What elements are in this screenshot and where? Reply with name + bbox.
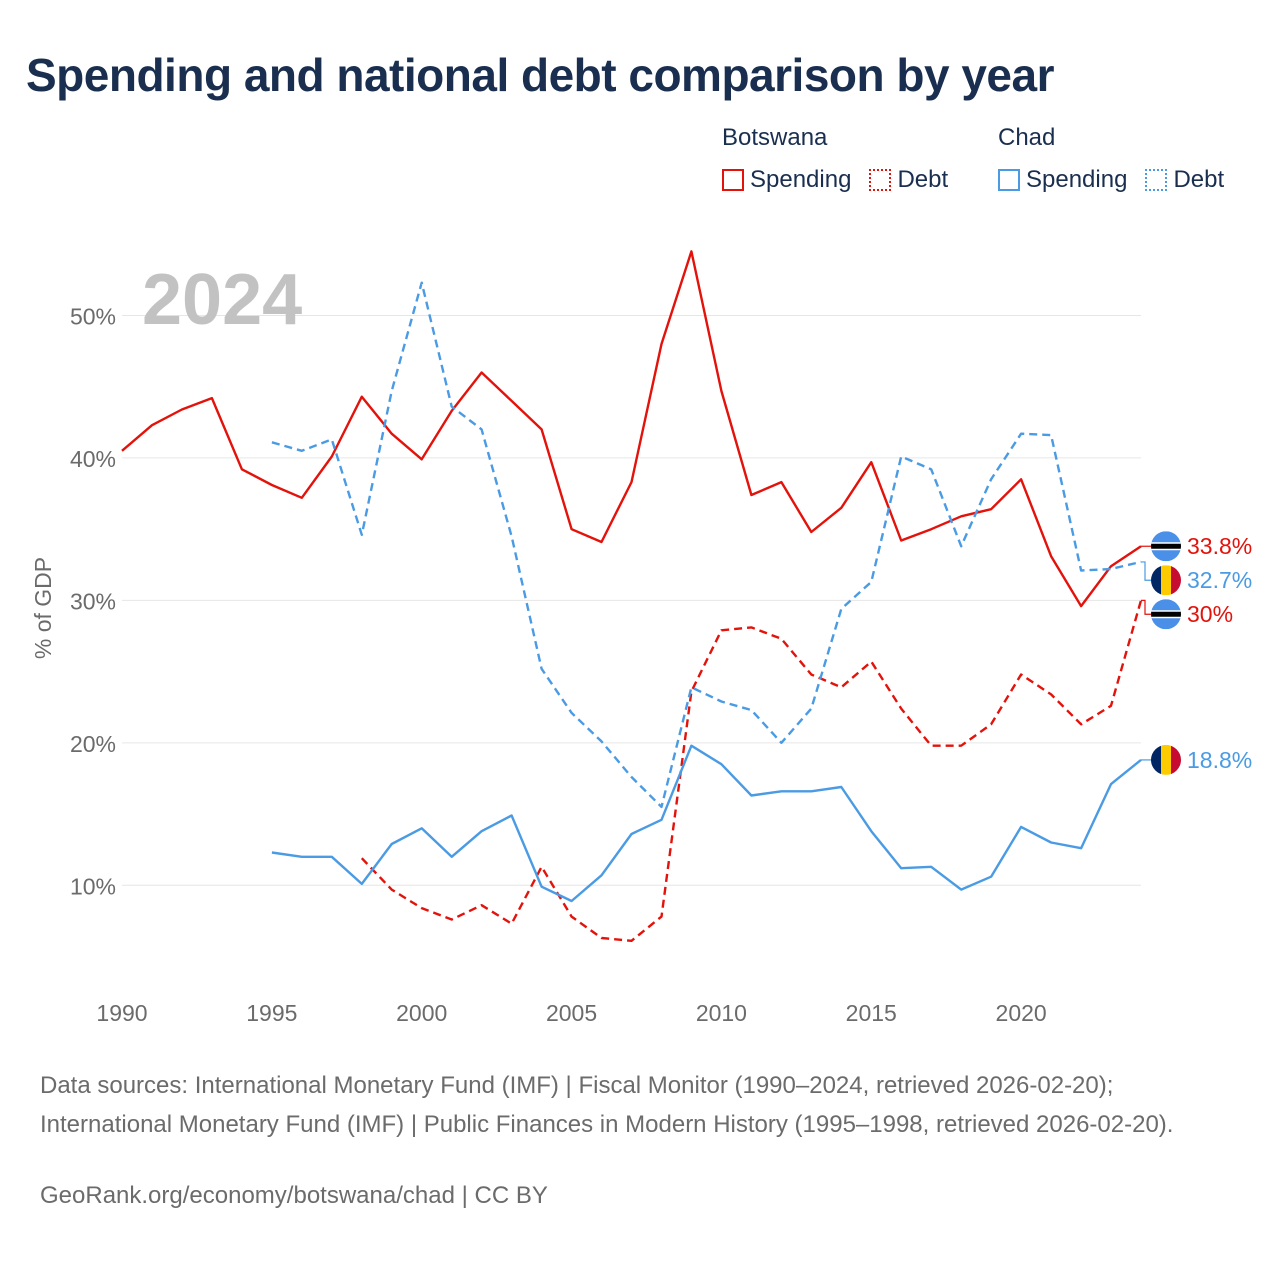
flag-stripe-yellow xyxy=(1161,565,1171,596)
botswana-flag-icon xyxy=(1151,599,1181,630)
y-tick-label: 40% xyxy=(70,446,116,472)
x-tick-label: 2020 xyxy=(996,1000,1047,1026)
y-tick-label: 10% xyxy=(70,873,116,899)
series-line-chad-debt xyxy=(271,281,1142,809)
flag-fill xyxy=(1151,599,1181,630)
legend-swatch-solid-red xyxy=(722,169,744,191)
botswana-flag-icon xyxy=(1151,531,1181,562)
chad-flag-icon xyxy=(1151,744,1181,775)
flag-stripe-red xyxy=(1171,565,1181,596)
line-chart: 2024 10% 20% 30% 40% 50% 1990 1995 2000 2005 2010… xyxy=(30,250,1252,1026)
flag-stripe-blue xyxy=(1151,565,1161,596)
legend-item-chad-debt[interactable]: Debt xyxy=(1145,166,1224,194)
end-value-label-botswana-debt: 30% xyxy=(1187,601,1233,627)
flag-stripe-blue xyxy=(1151,744,1161,775)
legend-swatch-dotted-red xyxy=(869,169,892,191)
source-note: Data sources: International Monetary Fun… xyxy=(40,1072,1174,1138)
legend-label: Debt xyxy=(1173,166,1225,193)
axis-layer: 10% 20% 30% 40% 50% 1990 1995 2000 2005 2010 2015 2… xyxy=(30,303,1047,1026)
end-label-layer: 33.8% 32.7% 30% 18.8% xyxy=(1141,531,1252,775)
connector-botswana-debt xyxy=(1141,599,1151,615)
flag-band-black xyxy=(1151,543,1181,549)
legend-label: Debt xyxy=(897,166,949,193)
connector-chad-debt xyxy=(1141,561,1151,581)
x-tick-label: 1995 xyxy=(246,1000,297,1026)
year-watermark: 2024 xyxy=(142,260,302,340)
credit-note: GeoRank.org/economy/botswana/chad | CC B… xyxy=(40,1182,548,1209)
flag-fill xyxy=(1151,565,1181,596)
legend-swatch-dotted-blue xyxy=(1145,169,1168,191)
flag-fill xyxy=(1151,744,1181,775)
legend-country-label: Chad xyxy=(998,124,1056,151)
legend-group-botswana: Botswana Spending Debt xyxy=(722,124,966,194)
legend-label: Spending xyxy=(750,166,852,193)
y-tick-label: 50% xyxy=(70,303,116,329)
legend-group-chad: Chad Spending Debt xyxy=(998,124,1224,194)
y-tick-label: 20% xyxy=(70,731,116,757)
series-layer xyxy=(121,250,1143,942)
series-line-chad-spending xyxy=(271,744,1142,903)
y-tick-label: 30% xyxy=(70,588,116,614)
legend-item-chad-spending[interactable]: Spending xyxy=(998,166,1127,194)
legend-swatch-solid-blue xyxy=(998,169,1020,191)
x-tick-label: 1990 xyxy=(96,1000,147,1026)
x-tick-label: 2015 xyxy=(846,1000,897,1026)
x-tick-label: 2005 xyxy=(546,1000,597,1026)
grid-layer xyxy=(122,314,1141,886)
legend-item-botswana-debt[interactable]: Debt xyxy=(869,166,948,194)
x-tick-label: 2010 xyxy=(696,1000,747,1026)
flag-stripe-yellow xyxy=(1161,744,1171,775)
chart-title: Spending and national debt comparison by… xyxy=(26,49,1055,101)
flag-band-black xyxy=(1151,611,1181,617)
y-axis-label: % of GDP xyxy=(30,557,56,659)
legend-country-label: Botswana xyxy=(722,124,828,151)
series-line-botswana-debt xyxy=(360,600,1143,942)
x-tick-label: 2000 xyxy=(396,1000,447,1026)
chad-flag-icon xyxy=(1151,565,1181,596)
flag-stripe-red xyxy=(1171,744,1181,775)
legend-label: Spending xyxy=(1026,166,1128,193)
end-value-label-chad-debt: 32.7% xyxy=(1187,567,1252,593)
end-value-label-chad-spending: 18.8% xyxy=(1187,747,1252,773)
flag-fill xyxy=(1151,531,1181,562)
end-value-label-botswana-spending: 33.8% xyxy=(1187,533,1252,559)
legend-item-botswana-spending[interactable]: Spending xyxy=(722,166,851,194)
series-line-botswana-spending xyxy=(121,250,1142,608)
